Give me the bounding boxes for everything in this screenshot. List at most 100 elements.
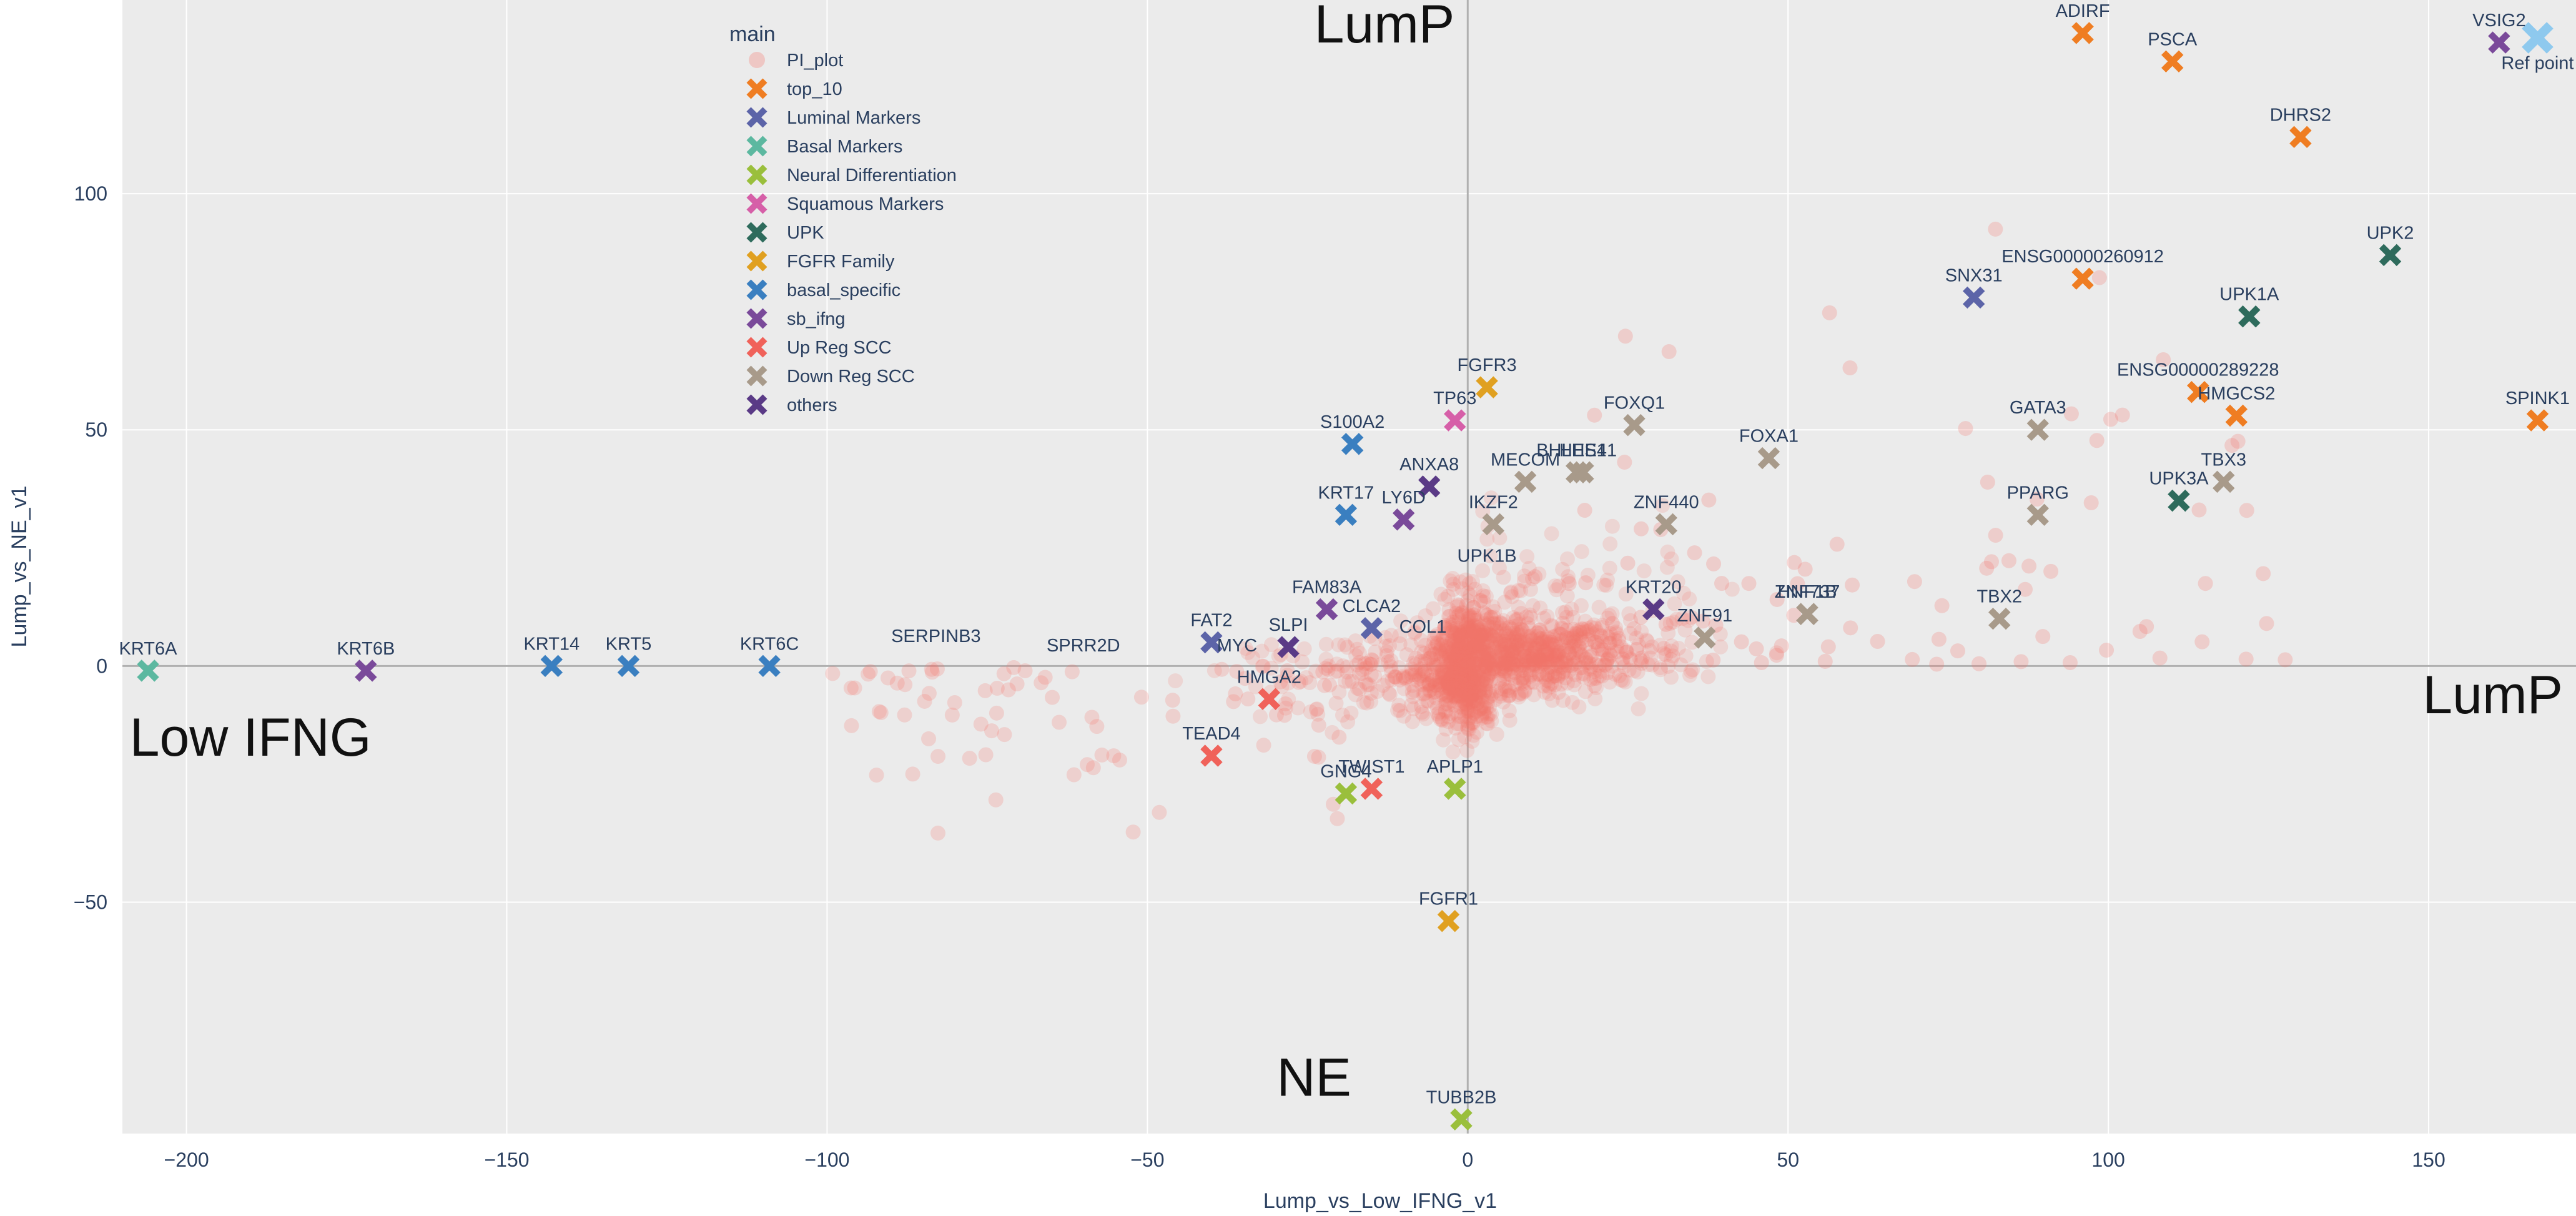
- pi-plot-point: [1448, 614, 1464, 630]
- legend-item[interactable]: Neural Differentiation: [746, 164, 957, 185]
- pi-plot-point: [1380, 673, 1396, 689]
- pi-plot-point: [1356, 695, 1371, 710]
- pi-plot-point: [1484, 706, 1499, 722]
- pi-plot-point: [1478, 680, 1494, 696]
- pi-plot-point: [1531, 651, 1547, 666]
- pi-plot-point: [1576, 670, 1591, 685]
- pi-plot-point: [1527, 641, 1543, 656]
- pi-plot-point: [1504, 638, 1520, 654]
- pi-plot-point: [1631, 638, 1647, 653]
- pi-plot-point: [1754, 655, 1769, 671]
- pi-plot-point: [1426, 635, 1442, 651]
- pi-plot-point: [930, 749, 946, 764]
- pi-plot-point: [1492, 674, 1508, 690]
- legend-item[interactable]: Luminal Markers: [746, 107, 920, 128]
- pi-plot-point: [1460, 717, 1476, 733]
- pi-plot-point: [1494, 616, 1510, 631]
- pi-plot-point: [1483, 651, 1499, 666]
- pi-plot-point: [1468, 653, 1484, 669]
- legend-item[interactable]: PI_plot: [749, 51, 843, 71]
- legend-swatch: [746, 279, 767, 300]
- gene-marker: [1200, 631, 1223, 654]
- pi-plot-point: [1509, 636, 1525, 652]
- pi-plot-point: [1584, 648, 1600, 663]
- pi-plot-point: [1443, 657, 1458, 673]
- pi-plot-point: [1934, 598, 1950, 613]
- pi-plot-point: [1436, 651, 1452, 666]
- pi-plot-point: [1531, 649, 1546, 665]
- pi-plot-point: [1575, 621, 1591, 637]
- pi-plot-point: [1440, 675, 1456, 691]
- legend-item[interactable]: Squamous Markers: [746, 193, 944, 214]
- pi-plot-point: [1497, 656, 1513, 671]
- pi-plot-point: [2062, 655, 2078, 671]
- pi-plot-point: [997, 727, 1012, 743]
- legend-item[interactable]: Up Reg SCC: [746, 337, 892, 358]
- legend-item[interactable]: others: [746, 394, 837, 415]
- pi-plot-point: [1601, 651, 1616, 667]
- pi-plot-point: [1498, 682, 1513, 698]
- pi-plot-point: [1495, 657, 1511, 673]
- x-tick-label: −50: [1130, 1149, 1164, 1171]
- pi-plot-point: [1476, 672, 1491, 688]
- pi-plot-point: [1539, 608, 1555, 624]
- pi-plot-point: [1052, 714, 1067, 730]
- pi-plot-point: [1566, 628, 1582, 644]
- pi-plot-point: [1486, 641, 1502, 656]
- pi-plot-point: [1599, 578, 1614, 593]
- pi-plot-point: [873, 705, 889, 721]
- pi-plot-point: [1589, 635, 1604, 650]
- gene-marker: [1623, 413, 1646, 437]
- legend-item[interactable]: sb_ifng: [746, 308, 846, 329]
- gene-marker: [1565, 461, 1588, 483]
- legend-item[interactable]: basal_specific: [746, 279, 901, 300]
- pi-plot-point: [1634, 686, 1649, 701]
- pi-plot-point: [1597, 657, 1613, 673]
- gene-marker: [1335, 503, 1358, 526]
- gene-label: ANXA8: [1399, 455, 1459, 475]
- pi-plot-point: [1422, 682, 1438, 698]
- pi-plot-point: [1525, 649, 1541, 665]
- pi-plot-point: [1562, 645, 1577, 661]
- pi-plot-point: [1534, 640, 1550, 655]
- pi-plot-point: [1442, 693, 1458, 709]
- pi-plot-point: [1473, 701, 1488, 716]
- pi-plot-point: [1551, 658, 1566, 673]
- gene-label: TBX3: [2201, 450, 2247, 470]
- legend-item[interactable]: UPK: [746, 222, 824, 243]
- pi-plot-point: [1577, 651, 1593, 667]
- pi-plot-point: [1486, 610, 1502, 625]
- pi-plot-point: [1445, 571, 1461, 586]
- pi-plot-point: [1601, 650, 1616, 666]
- legend-item[interactable]: FGFR Family: [746, 250, 895, 272]
- legend-item[interactable]: Down Reg SCC: [746, 365, 915, 387]
- legend-item[interactable]: top_10: [746, 78, 842, 99]
- pi-plot-point: [1532, 600, 1548, 616]
- pi-plot-point: [1359, 695, 1374, 711]
- pi-plot-point: [1481, 706, 1497, 721]
- pi-plot-point: [1034, 675, 1049, 691]
- pi-plot-point: [1452, 637, 1468, 653]
- gene-marker: [2026, 418, 2049, 441]
- pi-plot-point: [1787, 555, 1802, 570]
- pi-plot-point: [1564, 695, 1580, 710]
- legend-item[interactable]: Basal Markers: [746, 136, 902, 157]
- pi-plot-point: [1453, 669, 1468, 685]
- pi-plot-point: [1451, 673, 1466, 689]
- reference-point-marker: [2522, 22, 2554, 54]
- pi-plot-point: [1432, 669, 1448, 685]
- pi-plot-point: [1774, 638, 1789, 654]
- pi-plot-point: [1467, 670, 1483, 686]
- pi-plot-point: [1493, 636, 1508, 651]
- pi-plot-point: [1459, 743, 1475, 758]
- pi-plot-point: [1536, 656, 1552, 671]
- pi-plot-point: [1525, 645, 1541, 661]
- gene-marker: [1360, 778, 1383, 800]
- gene-label: SPRR2D: [1047, 636, 1120, 656]
- pi-plot-point: [1572, 628, 1588, 643]
- pi-plot-point: [1592, 664, 1608, 680]
- pi-plot-point: [1449, 659, 1464, 675]
- pi-plot-point: [1492, 530, 1508, 546]
- pi-plot-point: [1462, 657, 1478, 673]
